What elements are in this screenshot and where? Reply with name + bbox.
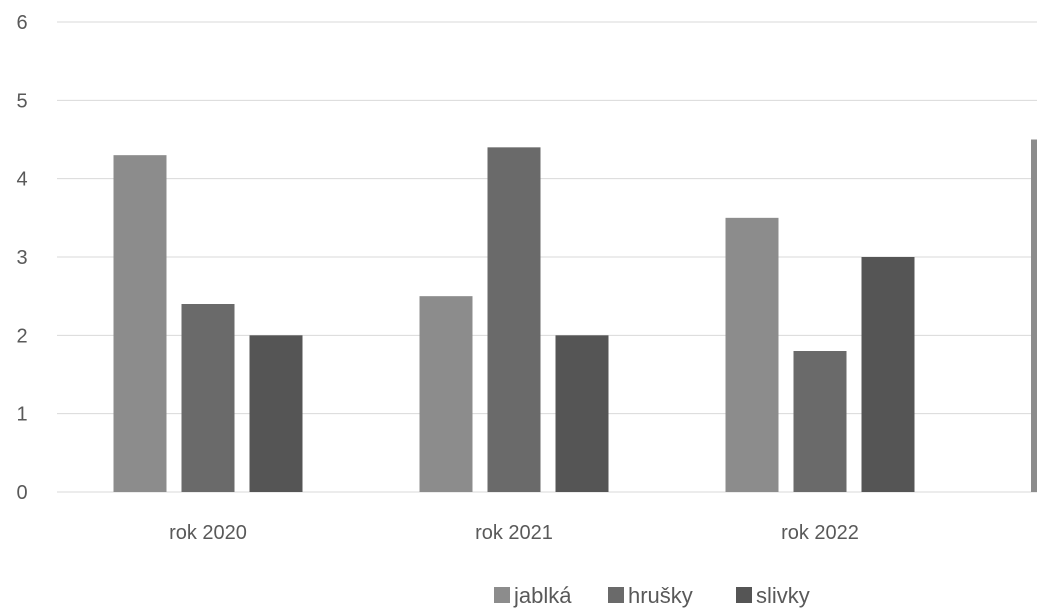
y-tick-label: 1 (16, 404, 27, 426)
legend-swatch (736, 587, 752, 603)
bar (487, 147, 541, 493)
x-category-label: rok 2020 (169, 522, 247, 544)
bar (725, 217, 779, 493)
bar (249, 335, 303, 492)
legend-label: hrušky (628, 583, 693, 608)
bar (181, 304, 235, 492)
y-tick-label: 4 (16, 169, 27, 191)
y-tick-label: 5 (16, 90, 27, 112)
y-tick-label: 3 (16, 247, 27, 269)
bar (793, 351, 847, 492)
x-category-label: rok 2022 (781, 522, 859, 544)
legend-label: slivky (756, 583, 810, 608)
bar-cropped (1031, 139, 1037, 492)
y-tick-label: 6 (16, 12, 27, 34)
bar (861, 257, 915, 492)
x-category-label: rok 2021 (475, 522, 553, 544)
bar (113, 155, 167, 492)
legend-swatch (608, 587, 624, 603)
bars (113, 139, 1037, 493)
legend: jablká hrušky slivky (494, 583, 810, 608)
legend-label: jablká (513, 583, 572, 608)
y-tick-label: 2 (16, 325, 27, 347)
y-tick-label: 0 (16, 482, 27, 504)
bar (555, 335, 609, 492)
y-axis-tick-labels: 0 1 2 3 4 5 6 (16, 12, 27, 504)
bar (419, 296, 473, 492)
x-axis-category-labels: rok 2020 rok 2021 rok 2022 (169, 522, 859, 544)
legend-swatch (494, 587, 510, 603)
